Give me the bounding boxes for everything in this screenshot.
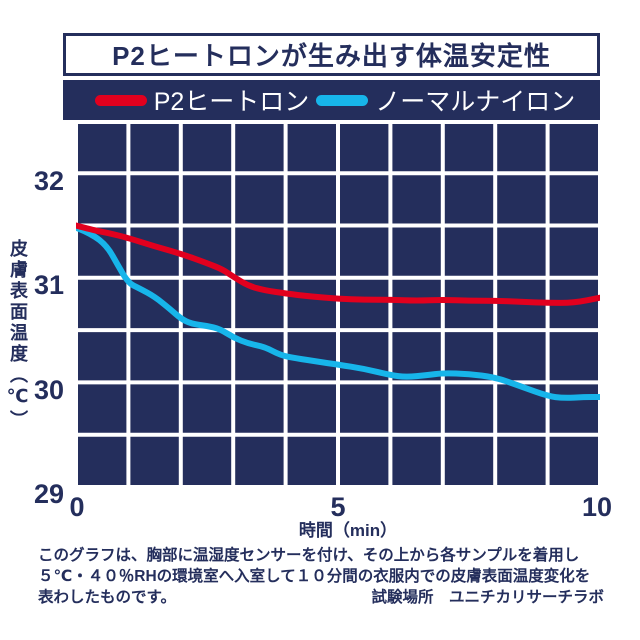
footer-line-3: 表わしたものです。 試験場所 ユニチカリサーチラボ [38,587,630,608]
x-tick-5: 5 [330,492,346,522]
y-tick-29: 29 [33,479,64,509]
x-tick-0: 0 [69,492,85,522]
line-chart [76,124,600,487]
footer-line-3-left: 表わしたものです。 [38,589,176,606]
footer-line-1: このグラフは、胸部に温湿度センサーを付け、その上から各サンプルを着用し [38,547,580,564]
x-tick-10: 10 [581,492,613,522]
plot-area [76,124,600,487]
x-axis-label: 時間（min） [298,521,398,540]
test-site-note: 試験場所 ユニチカリサーチラボ [371,589,604,606]
y-tick-32: 32 [33,166,64,196]
y-axis-label: 皮膚表面温度（℃） [8,239,28,431]
chart-title-box: P2ヒートロンが生み出す体温安定性 [63,33,600,76]
chart-title: P2ヒートロンが生み出す体温安定性 [112,41,551,71]
legend-bar: P2ヒートロン ノーマルナイロン [63,80,600,120]
footer-line-2: ５℃・４０％RHの環境室へ入室して１０分間の衣服内での皮膚表面温度変化を [38,568,591,585]
y-tick-31: 31 [33,270,64,300]
legend-swatch-cyan [316,94,369,106]
y-tick-30: 30 [33,375,64,405]
legend-swatch-red [94,94,147,106]
footer-note: このグラフは、胸部に温湿度センサーを付け、その上から各サンプルを着用し ５℃・４… [38,545,630,608]
legend-label-p2-heatron: P2ヒートロン [153,88,310,116]
legend-label-normal-nylon: ノーマルナイロン [375,88,576,116]
